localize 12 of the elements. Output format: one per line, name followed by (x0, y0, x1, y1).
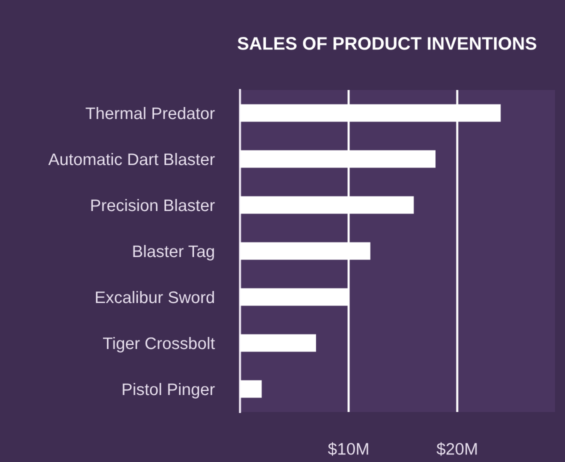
y-tick-label: Pistol Pinger (122, 382, 215, 398)
y-tick-label: Excalibur Sword (96, 290, 214, 304)
y-tick-label: Thermal Predator (86, 106, 215, 120)
bar (240, 334, 316, 352)
y-tick-label: Tiger Crossbolt (103, 336, 215, 352)
x-tick-label: $10M (328, 442, 368, 456)
x-tick-label: $20M (436, 442, 477, 456)
chart-title: SALES OF PRODUCT INVENTIONS (238, 37, 536, 50)
bar (240, 380, 262, 398)
y-tick-label: Blaster Tag (133, 244, 214, 260)
y-tick-label: Automatic Dart Blaster (48, 152, 215, 166)
y-tick-label: Precision Blaster (91, 198, 215, 212)
